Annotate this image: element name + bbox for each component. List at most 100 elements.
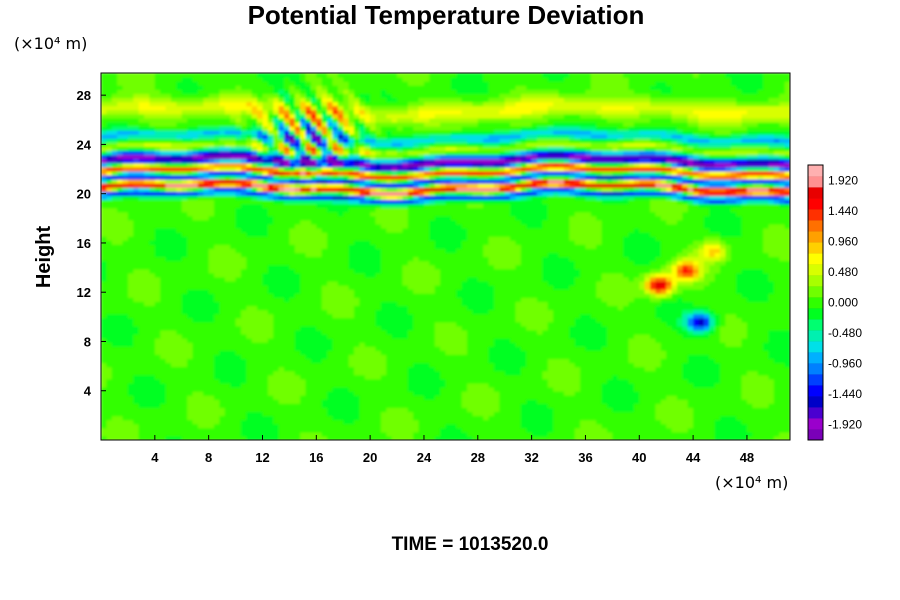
heatmap-cell	[154, 293, 161, 298]
heatmap-cell	[574, 329, 581, 335]
heatmap-cell	[773, 419, 780, 425]
heatmap-cell	[730, 305, 737, 311]
heatmap-cell	[763, 309, 770, 315]
heatmap-cell	[413, 280, 420, 286]
heatmap-cell	[246, 325, 253, 331]
heatmap-cell	[154, 407, 161, 413]
heatmap-cell	[504, 391, 511, 396]
heatmap-cell	[294, 411, 301, 417]
heatmap-cell	[122, 333, 129, 339]
heatmap-cell	[456, 329, 463, 335]
heatmap-cell	[784, 427, 790, 433]
heatmap-cell	[246, 321, 253, 327]
heatmap-cell	[574, 395, 581, 400]
heatmap-cell	[542, 366, 549, 372]
heatmap-cell	[262, 362, 269, 368]
heatmap-cell	[698, 350, 705, 355]
heatmap-cell	[467, 419, 474, 425]
heatmap-cell	[520, 395, 527, 400]
heatmap-cell	[741, 329, 748, 335]
heatmap-cell	[499, 305, 506, 311]
heatmap-cell	[187, 362, 194, 368]
heatmap-cell	[676, 362, 683, 368]
heatmap-cell	[623, 431, 630, 437]
heatmap-cell	[397, 338, 404, 343]
heatmap-cell	[101, 423, 107, 429]
heatmap-cell	[214, 378, 221, 384]
heatmap-cell	[477, 403, 484, 408]
heatmap-cell	[230, 342, 237, 347]
heatmap-cell	[563, 317, 570, 323]
heatmap-cell	[429, 305, 436, 311]
heatmap-cell	[703, 431, 710, 437]
heatmap-cell	[757, 338, 764, 343]
heatmap-cell	[456, 386, 463, 392]
heatmap-cell	[714, 321, 721, 327]
heatmap-cell	[461, 435, 468, 440]
heatmap-cell	[294, 342, 301, 347]
heatmap-cell	[580, 342, 587, 347]
heatmap-cell	[197, 431, 204, 437]
heatmap-cell	[208, 325, 215, 331]
heatmap-cell	[698, 391, 705, 396]
heatmap-cell	[284, 407, 290, 413]
heatmap-cell	[267, 378, 274, 384]
heatmap-cell	[246, 297, 253, 302]
heatmap-cell	[359, 329, 366, 335]
heatmap-cell	[230, 297, 237, 302]
heatmap-cell	[736, 342, 743, 347]
heatmap-cell	[429, 342, 436, 347]
heatmap-cell	[321, 435, 328, 440]
heatmap-cell	[176, 391, 183, 396]
heatmap-cell	[590, 419, 597, 425]
heatmap-cell	[660, 293, 667, 298]
heatmap-cell	[138, 333, 145, 339]
heatmap-cell	[666, 354, 673, 360]
heatmap-cell	[176, 289, 183, 294]
heatmap-cell	[445, 403, 452, 408]
heatmap-cell	[477, 382, 484, 388]
heatmap-cell	[187, 301, 194, 307]
heatmap-cell	[251, 423, 258, 429]
heatmap-cell	[456, 350, 463, 355]
heatmap-cell	[127, 354, 134, 360]
heatmap-cell	[461, 280, 468, 286]
heatmap-cell	[779, 407, 786, 413]
heatmap-cell	[181, 435, 188, 440]
heatmap-cell	[601, 391, 608, 396]
heatmap-cell	[402, 378, 409, 384]
heatmap-cell	[106, 325, 113, 331]
heatmap-cell	[337, 407, 344, 413]
heatmap-cell	[391, 305, 398, 311]
heatmap-cell	[332, 403, 339, 408]
heatmap-cell	[219, 415, 226, 421]
heatmap-cell	[423, 399, 430, 404]
heatmap-cell	[440, 338, 447, 343]
heatmap-cell	[617, 366, 624, 372]
heatmap-cell	[111, 313, 118, 319]
heatmap-cell	[499, 427, 506, 433]
heatmap-cell	[736, 395, 743, 400]
heatmap-cell	[235, 370, 242, 376]
heatmap-cell	[736, 280, 743, 286]
heatmap-cell	[585, 293, 592, 298]
heatmap-cell	[407, 399, 414, 404]
heatmap-cell	[472, 289, 479, 294]
heatmap-cell	[757, 427, 764, 433]
heatmap-cell	[730, 366, 737, 372]
heatmap-cell	[714, 280, 721, 286]
heatmap-cell	[730, 354, 737, 360]
heatmap-cell	[423, 309, 430, 315]
heatmap-cell	[101, 338, 107, 343]
heatmap-cell	[682, 354, 689, 360]
heatmap-cell	[160, 338, 167, 343]
heatmap-cell	[714, 325, 721, 331]
heatmap-cell	[617, 403, 624, 408]
heatmap-cell	[606, 431, 613, 437]
heatmap-cell	[246, 378, 253, 384]
heatmap-cell	[316, 309, 323, 315]
heatmap-cell	[779, 301, 786, 307]
heatmap-cell	[623, 289, 630, 294]
heatmap-cell	[359, 403, 366, 408]
